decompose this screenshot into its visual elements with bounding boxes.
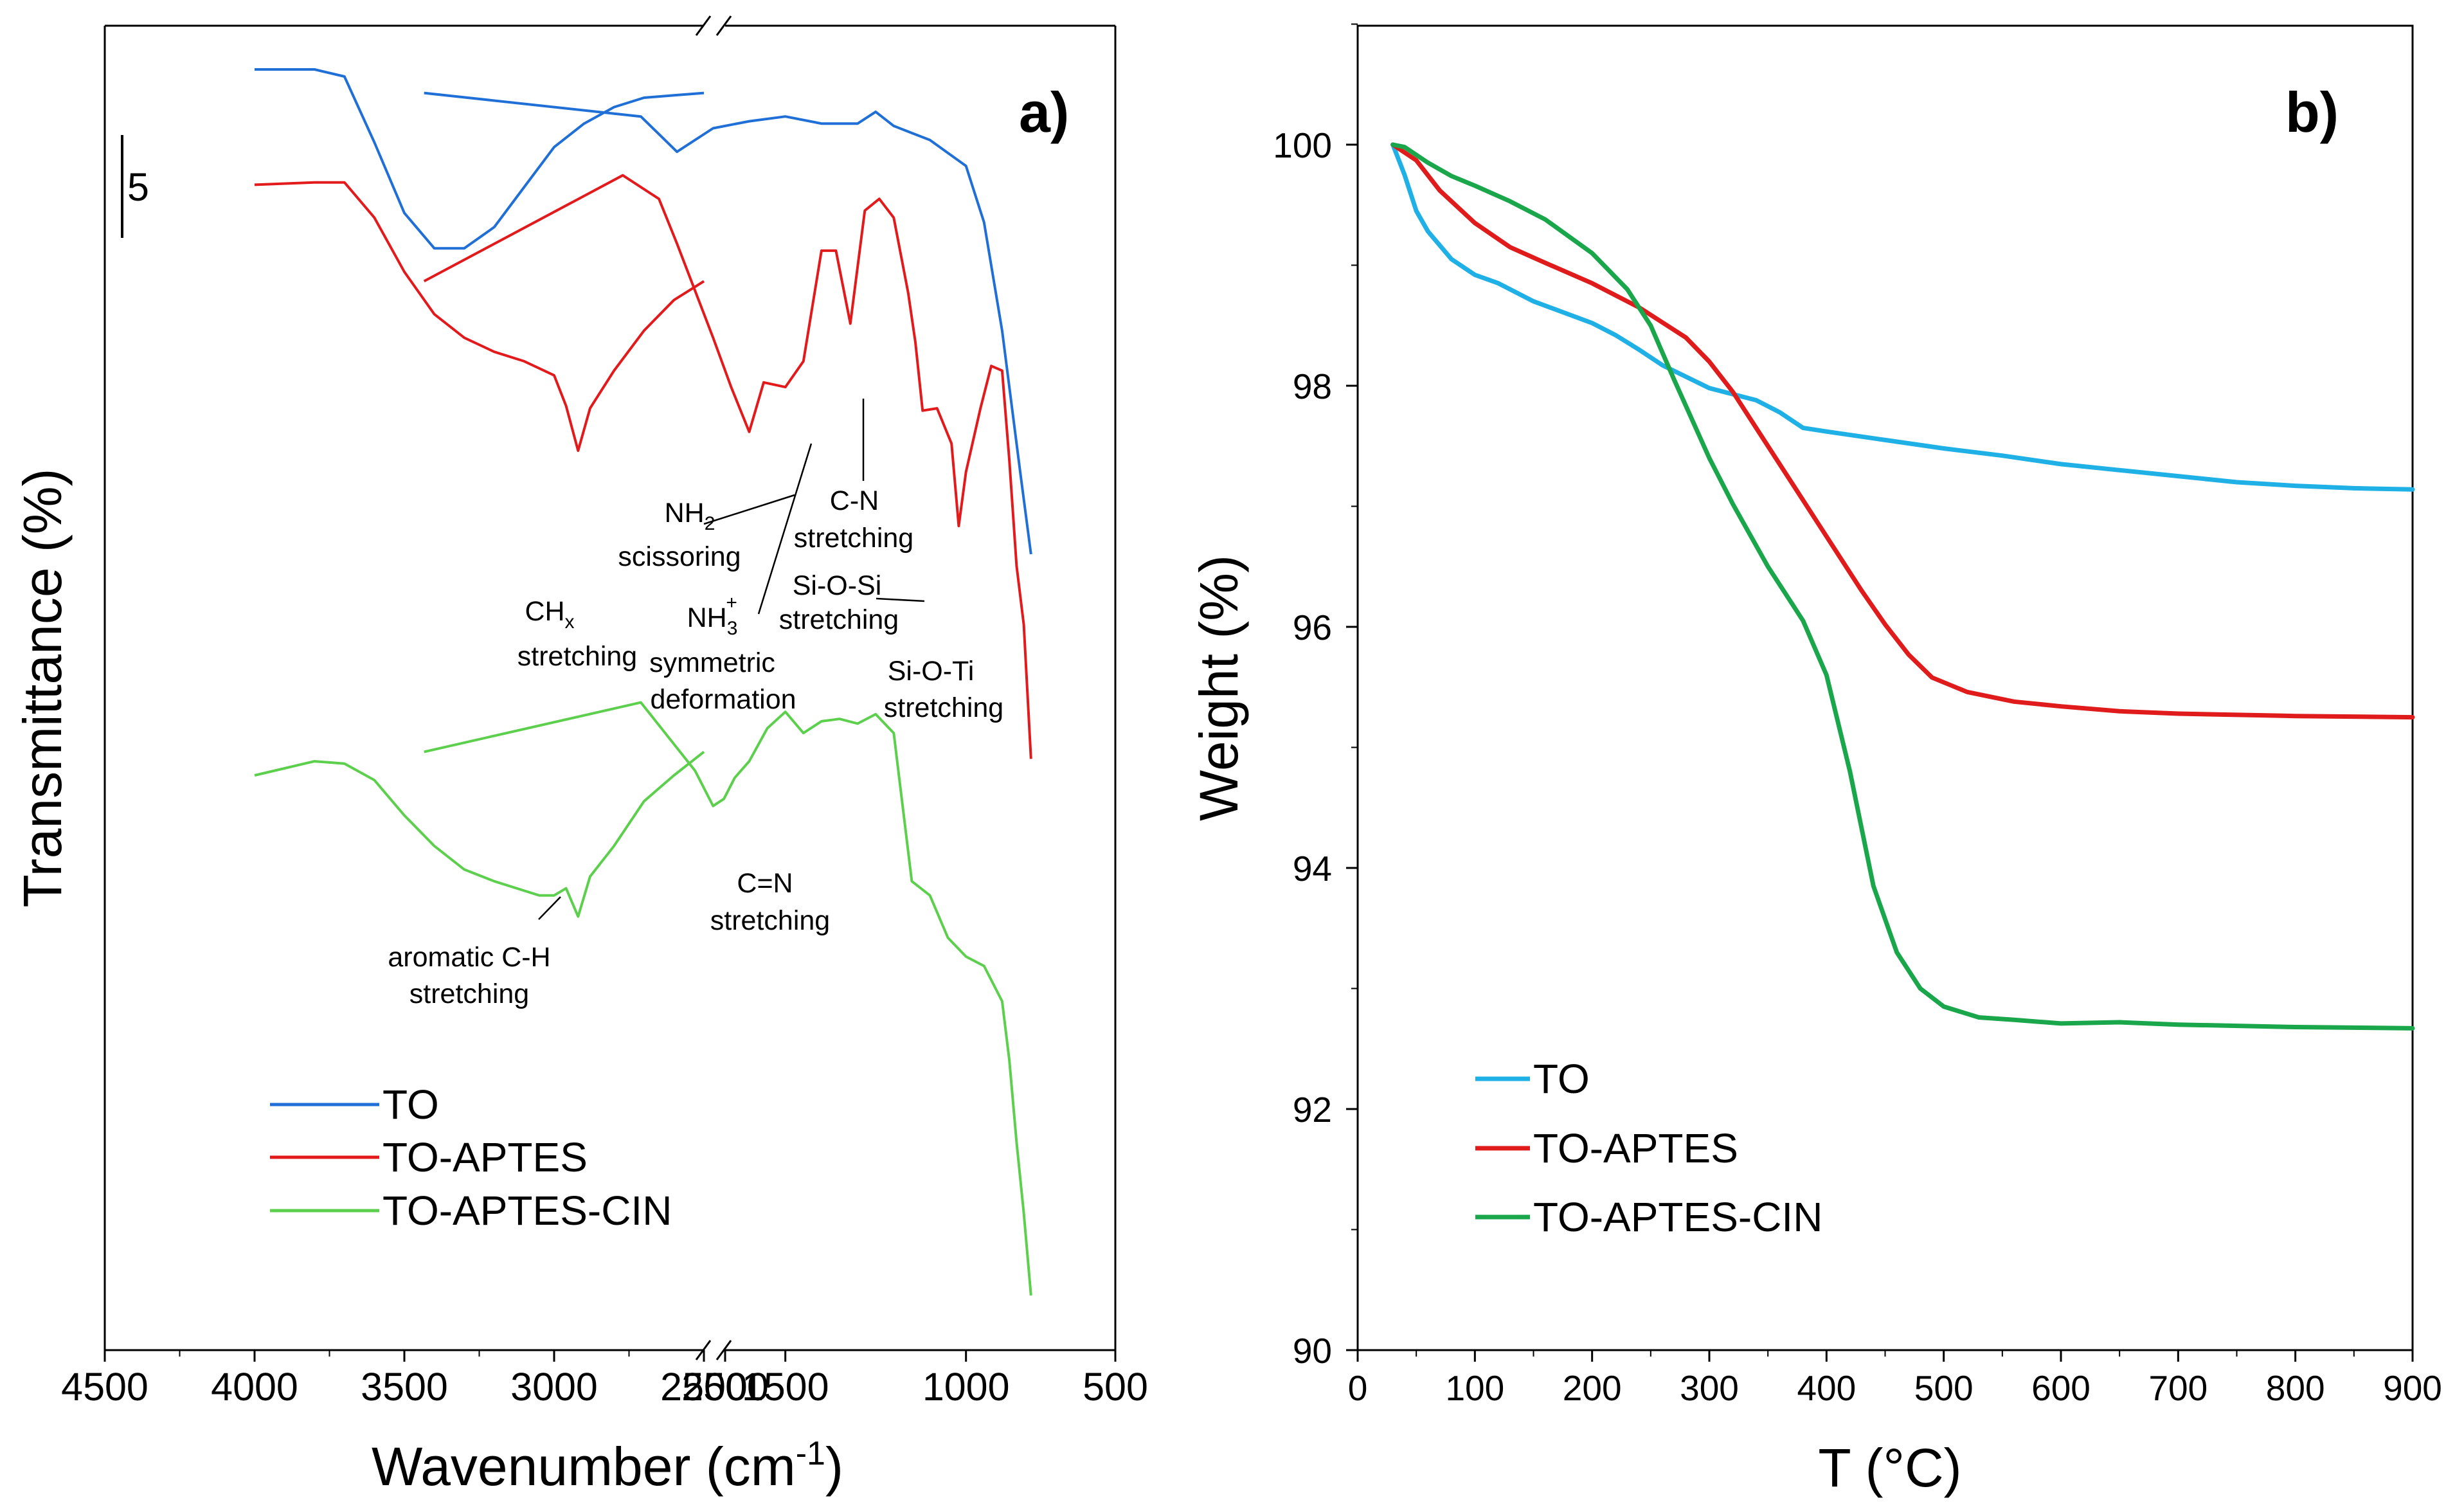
panel-b-frame (1356, 24, 2414, 1351)
panel-b-y-tick-label: 90 (1293, 1331, 1332, 1371)
panel-a-x-tick-label: 2500 (681, 1365, 769, 1409)
panel-a-x-tick-label: 1000 (922, 1365, 1010, 1409)
panel-b-x-axis-title: T (°C) (1818, 1438, 1961, 1498)
annot-arch-line1: aromatic C-H (388, 942, 550, 973)
annot-chx-sub: x (565, 611, 575, 633)
panel-b-x-tick-label: 300 (1680, 1368, 1739, 1408)
panel-a-x-tick-label: 1500 (742, 1365, 829, 1409)
panel-b-y-tick-label: 92 (1293, 1090, 1332, 1130)
series-line-to-aptes-cin-left (254, 750, 705, 918)
legend-b-label-to-aptes-cin: TO-APTES-CIN (1533, 1194, 1822, 1240)
panel-a-y-axis-title: Transmittance (%) (12, 468, 73, 907)
annotation-cen: C=N stretching (710, 868, 830, 936)
annot-chx-line2: stretching (517, 641, 637, 672)
panel-b-legend: TO TO-APTES TO-APTES-CIN (1475, 1056, 1822, 1240)
annotation-sioti: Si-O-Ti stretching (884, 656, 1003, 723)
panel-b-x-tick-label: 400 (1797, 1368, 1856, 1408)
scale-bar-label: 5 (127, 165, 149, 209)
axis-break-marks-top (695, 15, 732, 36)
annot-cen-line2: stretching (710, 905, 830, 936)
series-line-to-aptes (1390, 142, 2415, 720)
panel-a-legend: TO TO-APTES TO-APTES-CIN (270, 1081, 672, 1234)
panel-a-x-axis-title: Wavenumber (cm-1) (372, 1435, 843, 1497)
legend-b-label-to: TO (1533, 1056, 1590, 1102)
annotation-nh2: NH2 scissoring (618, 498, 741, 572)
svg-text:NH3+: NH3 + (687, 592, 738, 639)
panel-a-x-tick-label: 500 (1083, 1365, 1148, 1409)
series-line-to (1390, 142, 2415, 492)
annotation-nh3: NH3 + symmetric deformation (649, 592, 796, 715)
panel-b-y-tick-label: 96 (1293, 608, 1332, 647)
series-line-to-aptes-cin-right (424, 701, 1032, 1296)
svg-text:NH2: NH2 (665, 498, 715, 534)
annotation-chx: CHx stretching (517, 596, 637, 672)
panel-b-y-tick-label: 100 (1273, 125, 1332, 165)
annotation-leaders (538, 399, 925, 920)
panel-b-x-tick-label: 200 (1563, 1368, 1622, 1408)
panel-b-x-tick-label: 0 (1348, 1368, 1368, 1408)
panel-b-label: b) (2285, 80, 2339, 144)
annot-cn-line1: C-N (830, 485, 879, 516)
panel-b-x-tick-label: 700 (2148, 1368, 2208, 1408)
panel-a-label: a) (1019, 80, 1069, 144)
panel-b-x-tick-label: 600 (2031, 1368, 2091, 1408)
annot-cn-line2: stretching (794, 523, 913, 554)
annot-siosi-line1: Si-O-Si (793, 570, 882, 601)
panel-b-x-tick-label: 800 (2266, 1368, 2325, 1408)
annot-nh2-main: NH (665, 498, 705, 528)
panel-a-x-tick-label: 4500 (61, 1365, 148, 1409)
legend-a-label-to: TO (382, 1081, 439, 1128)
panel-b-y-axis-title: Weight (%) (1189, 555, 1249, 821)
panel-b-x-tick-label: 500 (1914, 1368, 1974, 1408)
annot-nh3-line3: deformation (650, 684, 796, 715)
annot-nh3-sup: + (726, 592, 737, 613)
series-line-to-aptes-right (423, 174, 1032, 759)
svg-text:CHx: CHx (525, 596, 574, 633)
panel-a-x-tick-label: 3000 (510, 1365, 598, 1409)
series-line-to-aptes-cin (1390, 142, 2415, 1031)
annot-nh3-line2: symmetric (649, 647, 775, 678)
panel-b-y-tick-label: 98 (1293, 366, 1332, 406)
annot-nh2-line2: scissoring (618, 541, 741, 572)
annot-cen-line1: C=N (737, 868, 793, 899)
annotation-siosi: Si-O-Si stretching (779, 570, 899, 635)
panel-a-curves (254, 68, 1032, 1296)
annot-chx-main: CH (525, 596, 564, 627)
panel-b-y-tick-label: 94 (1293, 849, 1332, 889)
annotation-arch: aromatic C-H stretching (388, 942, 550, 1009)
annot-arch-line2: stretching (409, 979, 529, 1009)
annot-sioti-line2: stretching (884, 692, 1003, 723)
panel-b-x-tick-label: 900 (2383, 1368, 2442, 1408)
panel-a-x-tick-label: 3500 (361, 1365, 448, 1409)
annotation-cn: C-N stretching (794, 485, 913, 554)
panel-b-x-tick-label: 100 (1445, 1368, 1504, 1408)
panel-a-x-tick-label: 4000 (211, 1365, 298, 1409)
series-line-to-aptes-left (254, 181, 705, 452)
panel-b-ticks: 0 100 200 300 400 500 600 700 800 900 90 92 94 96 98 10… (1273, 23, 2442, 1408)
series-line-to-left (255, 68, 705, 250)
panel-a-x-tick-label: 2500 (660, 1365, 748, 1409)
annot-nh3-sub: 3 (727, 618, 738, 639)
panel-b-curves (1390, 142, 2415, 1031)
annot-nh3-main: NH (687, 602, 727, 633)
legend-b-label-to-aptes: TO-APTES (1533, 1125, 1738, 1171)
legend-a-label-to-aptes: TO-APTES (382, 1134, 588, 1180)
annot-nh2-sub: 2 (705, 513, 715, 534)
legend-a-label-to-aptes-cin: TO-APTES-CIN (382, 1187, 672, 1234)
annot-siosi-line2: stretching (779, 604, 899, 635)
series-line-to-right (424, 91, 1032, 555)
annot-sioti-line1: Si-O-Ti (888, 656, 975, 687)
panel-b-tga-chart: 0 100 200 300 400 500 600 700 800 900 90 92 94 96 98 10… (1189, 23, 2442, 1498)
